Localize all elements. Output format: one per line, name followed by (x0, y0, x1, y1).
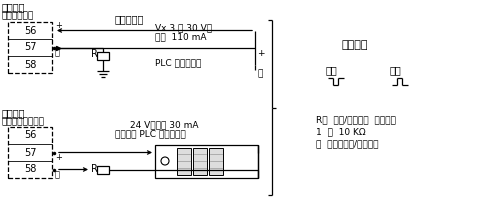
Text: －: － (257, 69, 262, 79)
Text: 正：: 正： (390, 65, 402, 75)
Text: 57: 57 (24, 43, 36, 53)
Bar (155, 145, 258, 178)
Text: PLC 数字量输入: PLC 数字量输入 (155, 58, 202, 67)
Text: －: － (55, 49, 60, 58)
Text: 最大  110 mA: 最大 110 mA (155, 32, 206, 41)
Text: +: + (257, 49, 264, 58)
Bar (209, 148, 223, 174)
Text: 57: 57 (24, 148, 36, 158)
Text: Vx 3 至 30 V，: Vx 3 至 30 V， (155, 23, 212, 32)
Text: 有源输出: 有源输出 (2, 108, 26, 118)
Text: 1  到  10 KΩ: 1 到 10 KΩ (316, 127, 366, 136)
Text: R: R (91, 163, 98, 174)
Text: +: + (55, 153, 62, 163)
Text: 58: 58 (24, 164, 36, 174)
Text: R: R (91, 49, 98, 59)
Text: －: － (55, 171, 60, 179)
Text: 负：: 负： (326, 65, 338, 75)
Text: 56: 56 (24, 130, 36, 140)
Bar (8, 127, 52, 178)
Bar (193, 148, 207, 174)
Bar (97, 166, 109, 174)
Bar (8, 22, 52, 73)
Text: （外部供电）: （外部供电） (2, 11, 34, 20)
Text: 数字量输出: 数字量输出 (115, 14, 144, 24)
Text: 24 V，最大 30 mA: 24 V，最大 30 mA (130, 120, 198, 129)
Text: 58: 58 (24, 59, 36, 69)
Text: 计数器或 PLC 数字量输入: 计数器或 PLC 数字量输入 (115, 129, 186, 138)
Text: 无源输出: 无源输出 (2, 2, 26, 12)
Bar (177, 148, 191, 174)
Text: 56: 56 (24, 26, 36, 36)
Text: （由变送器供电）: （由变送器供电） (2, 117, 45, 126)
Text: －  取决于电缆/输入电阻: － 取决于电缆/输入电阻 (316, 139, 378, 148)
Text: R＝  上拉/下拉电阻  可能需要: R＝ 上拉/下拉电阻 可能需要 (316, 115, 396, 124)
Text: 菜单设置: 菜单设置 (342, 40, 368, 50)
Bar (97, 52, 109, 60)
Text: +: + (55, 20, 62, 30)
